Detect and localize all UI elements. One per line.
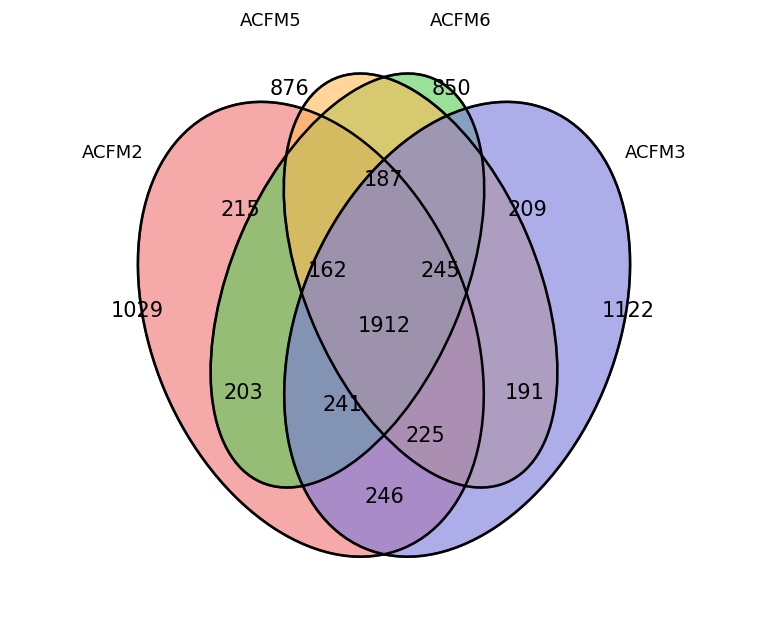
Text: 246: 246 [364, 487, 404, 507]
Ellipse shape [284, 102, 630, 557]
Text: 1029: 1029 [111, 301, 164, 321]
Text: ACFM2: ACFM2 [82, 144, 144, 162]
Text: ACFM5: ACFM5 [240, 12, 302, 30]
Ellipse shape [283, 73, 558, 488]
Text: 215: 215 [221, 200, 260, 220]
Text: 162: 162 [308, 261, 348, 281]
Text: 241: 241 [323, 396, 362, 415]
Text: 245: 245 [420, 261, 460, 281]
Text: 850: 850 [432, 78, 471, 98]
Text: 191: 191 [505, 383, 545, 403]
Ellipse shape [210, 73, 485, 488]
Text: 225: 225 [406, 426, 445, 446]
Text: 209: 209 [508, 200, 547, 220]
Text: ACFM6: ACFM6 [429, 12, 491, 30]
Text: ACFM3: ACFM3 [624, 144, 686, 162]
Text: 203: 203 [224, 383, 263, 403]
Text: 876: 876 [270, 78, 310, 98]
Ellipse shape [138, 102, 484, 557]
Text: 1912: 1912 [357, 316, 411, 337]
Text: 1122: 1122 [601, 301, 654, 321]
Text: 187: 187 [364, 170, 404, 190]
